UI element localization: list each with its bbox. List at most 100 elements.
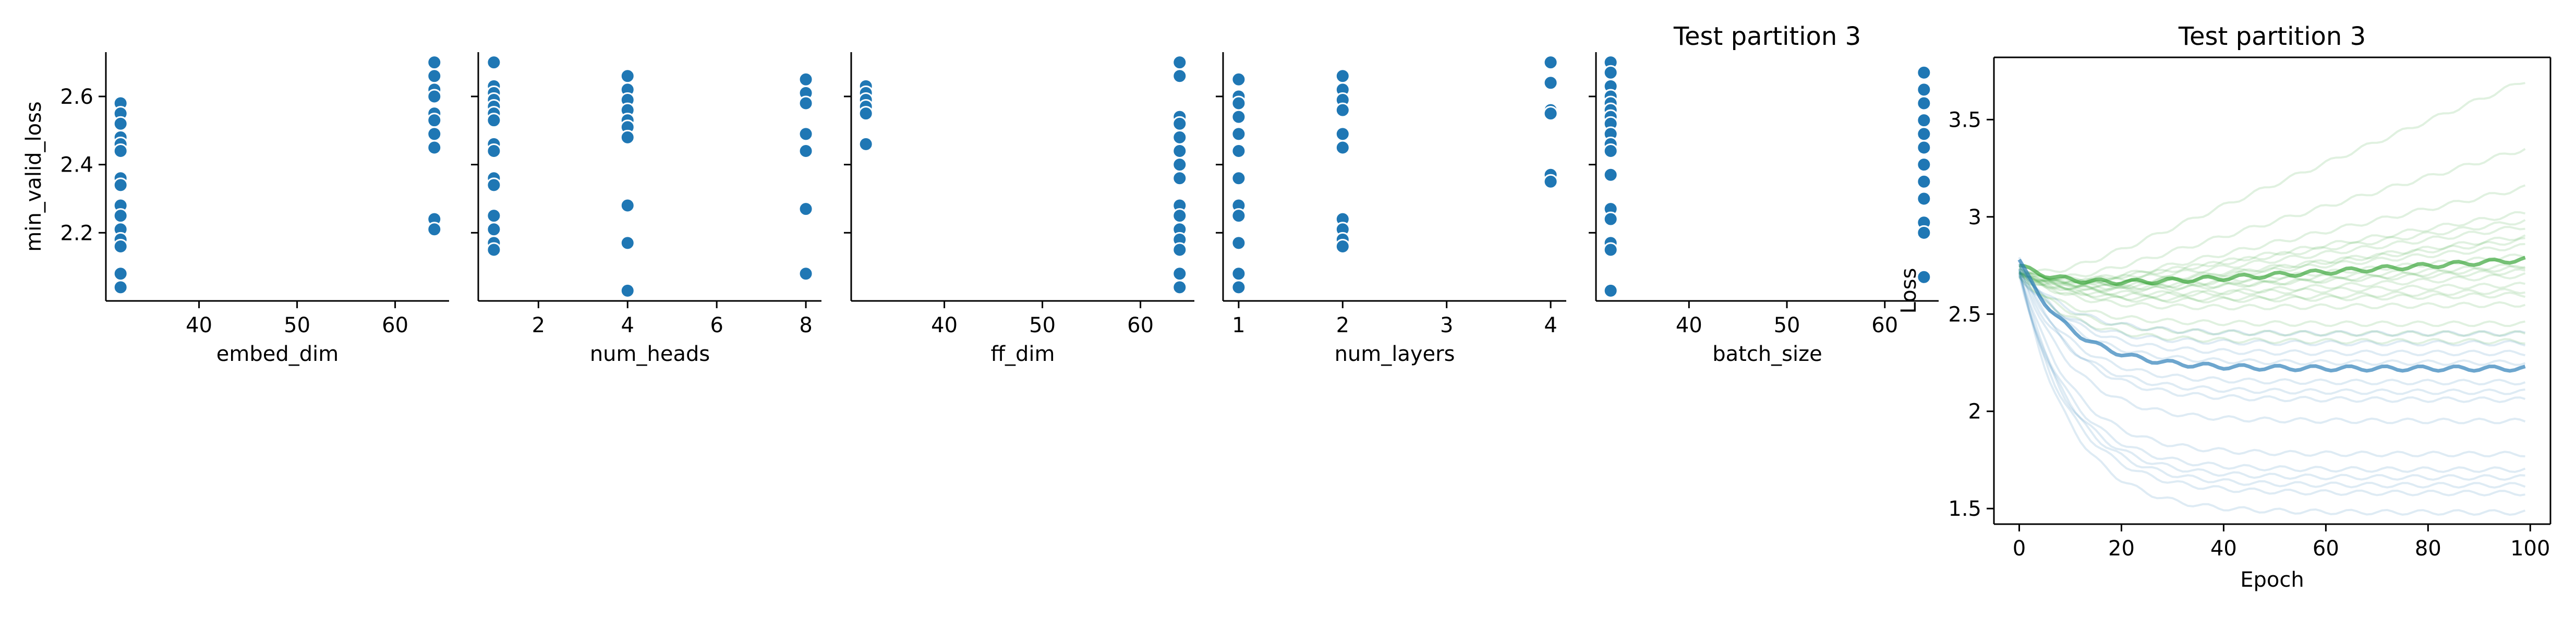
scatter-point xyxy=(1172,208,1188,224)
loss-curve xyxy=(2018,268,2525,291)
loss-curve xyxy=(2018,271,2526,516)
x-axis-label: Epoch xyxy=(2240,568,2304,592)
x-tick-label: 4 xyxy=(1544,313,1557,337)
scatter-point xyxy=(1543,174,1558,189)
y-tick-label: 2.2 xyxy=(60,221,93,245)
loss-curve xyxy=(2018,272,2526,311)
scatter-point xyxy=(427,140,442,155)
scatter-point xyxy=(1916,126,1932,142)
loss-curve xyxy=(2018,275,2525,496)
x-axis-label: num_layers xyxy=(1335,342,1455,366)
loss-curve xyxy=(2018,269,2526,386)
loss-curve xyxy=(2018,263,2525,290)
scatter-point xyxy=(1231,208,1247,224)
x-tick-label: 50 xyxy=(1029,313,1056,337)
loss-curve xyxy=(2018,257,2526,403)
scatter-point xyxy=(427,126,442,142)
x-tick-label: 8 xyxy=(799,313,812,337)
scatter-point xyxy=(1916,191,1932,207)
scatter-point xyxy=(1335,238,1350,254)
loss-curve xyxy=(2018,264,2525,337)
scatter-point xyxy=(620,283,635,298)
scatter-point xyxy=(798,126,814,142)
subplot-6: 0 20 40 60 80 100 1.5 2 2.5 3 3.5 Epoch Loss Test par… xyxy=(1897,22,2551,592)
subplot-1: 40 50 60 2.2 2.4 2.6 embed_dim min_valid_loss xyxy=(22,52,449,366)
scatter-point xyxy=(1916,174,1932,189)
y-tick-label: 2 xyxy=(1968,400,1981,424)
scatter-point xyxy=(1231,126,1247,142)
y-axis-label: Loss xyxy=(1897,268,1921,314)
y-tick-label: 2.5 xyxy=(1948,302,1981,326)
scatter-point xyxy=(798,95,814,111)
scatter-point xyxy=(113,208,128,224)
scatter-point xyxy=(1172,266,1188,282)
loss-curve xyxy=(2018,273,2525,328)
scatter-point xyxy=(1172,242,1188,258)
x-tick-label: 2 xyxy=(1336,313,1349,337)
scatter-point xyxy=(486,177,502,193)
scatter-point xyxy=(427,55,442,70)
scatter-point xyxy=(620,235,635,251)
x-tick-label: 1 xyxy=(1232,313,1245,337)
scatter-point xyxy=(1335,102,1350,118)
scatter-point xyxy=(798,71,814,87)
scatter-point xyxy=(858,106,874,122)
scatter-point xyxy=(1916,157,1932,173)
y-tick-label: 3 xyxy=(1968,205,1981,229)
scatter-point xyxy=(1603,211,1618,227)
loss-curve xyxy=(2018,276,2525,345)
scatter-point xyxy=(1231,171,1247,186)
scatter-point xyxy=(113,143,128,159)
scatter-point xyxy=(1172,55,1188,70)
subplot-4: 1 2 3 4 num_layers xyxy=(1216,52,1566,366)
loss-curve xyxy=(2018,265,2526,366)
scatter-point xyxy=(113,266,128,282)
x-tick-label: 100 xyxy=(2510,537,2550,561)
scatter-point xyxy=(113,177,128,193)
y-tick-label: 3.5 xyxy=(1948,108,1981,132)
y-tick-label: 2.6 xyxy=(60,85,93,109)
scatter-point xyxy=(486,208,502,224)
subplot-title: Test partition 3 xyxy=(1673,22,1861,51)
scatter-point xyxy=(620,198,635,213)
scatter-point xyxy=(1335,126,1350,142)
loss-curve xyxy=(2018,226,2525,285)
scatter-point xyxy=(858,136,874,152)
scatter-point xyxy=(1916,82,1932,98)
loss-curve xyxy=(2018,270,2525,395)
loss-curve xyxy=(2018,275,2526,347)
scatter-point xyxy=(1172,129,1188,145)
x-tick-label: 2 xyxy=(532,313,545,337)
scatter-point xyxy=(1916,225,1932,240)
scatter-point xyxy=(1916,140,1932,155)
scatter-point xyxy=(1231,95,1247,111)
x-tick-label: 40 xyxy=(2210,537,2237,561)
loss-curve xyxy=(2018,270,2526,337)
loss-curve xyxy=(2018,263,2526,425)
loss-curve xyxy=(2018,211,2525,285)
x-tick-label: 60 xyxy=(2313,537,2339,561)
scatter-point xyxy=(1543,75,1558,91)
loss-curve xyxy=(2018,273,2525,481)
scatter-point xyxy=(486,242,502,258)
loss-curve xyxy=(2018,272,2525,297)
scatter-point xyxy=(1231,143,1247,159)
scatter-point xyxy=(1231,109,1247,125)
loss-curve xyxy=(2019,219,2526,283)
x-tick-label: 60 xyxy=(1871,313,1898,337)
loss-curve xyxy=(2019,148,2526,281)
x-tick-label: 50 xyxy=(1774,313,1800,337)
subplot-2: 2 4 6 8 num_heads xyxy=(471,52,821,366)
scatter-point xyxy=(1543,106,1558,122)
scatter-point xyxy=(1603,242,1618,258)
scatter-point xyxy=(1603,167,1618,183)
scatter-point xyxy=(427,68,442,84)
loss-curve xyxy=(2018,82,2525,274)
scatter-point xyxy=(1916,113,1932,128)
x-tick-label: 50 xyxy=(284,313,310,337)
x-tick-label: 3 xyxy=(1440,313,1453,337)
x-axis-label: batch_size xyxy=(1712,342,1822,366)
loss-curve xyxy=(2019,237,2525,288)
